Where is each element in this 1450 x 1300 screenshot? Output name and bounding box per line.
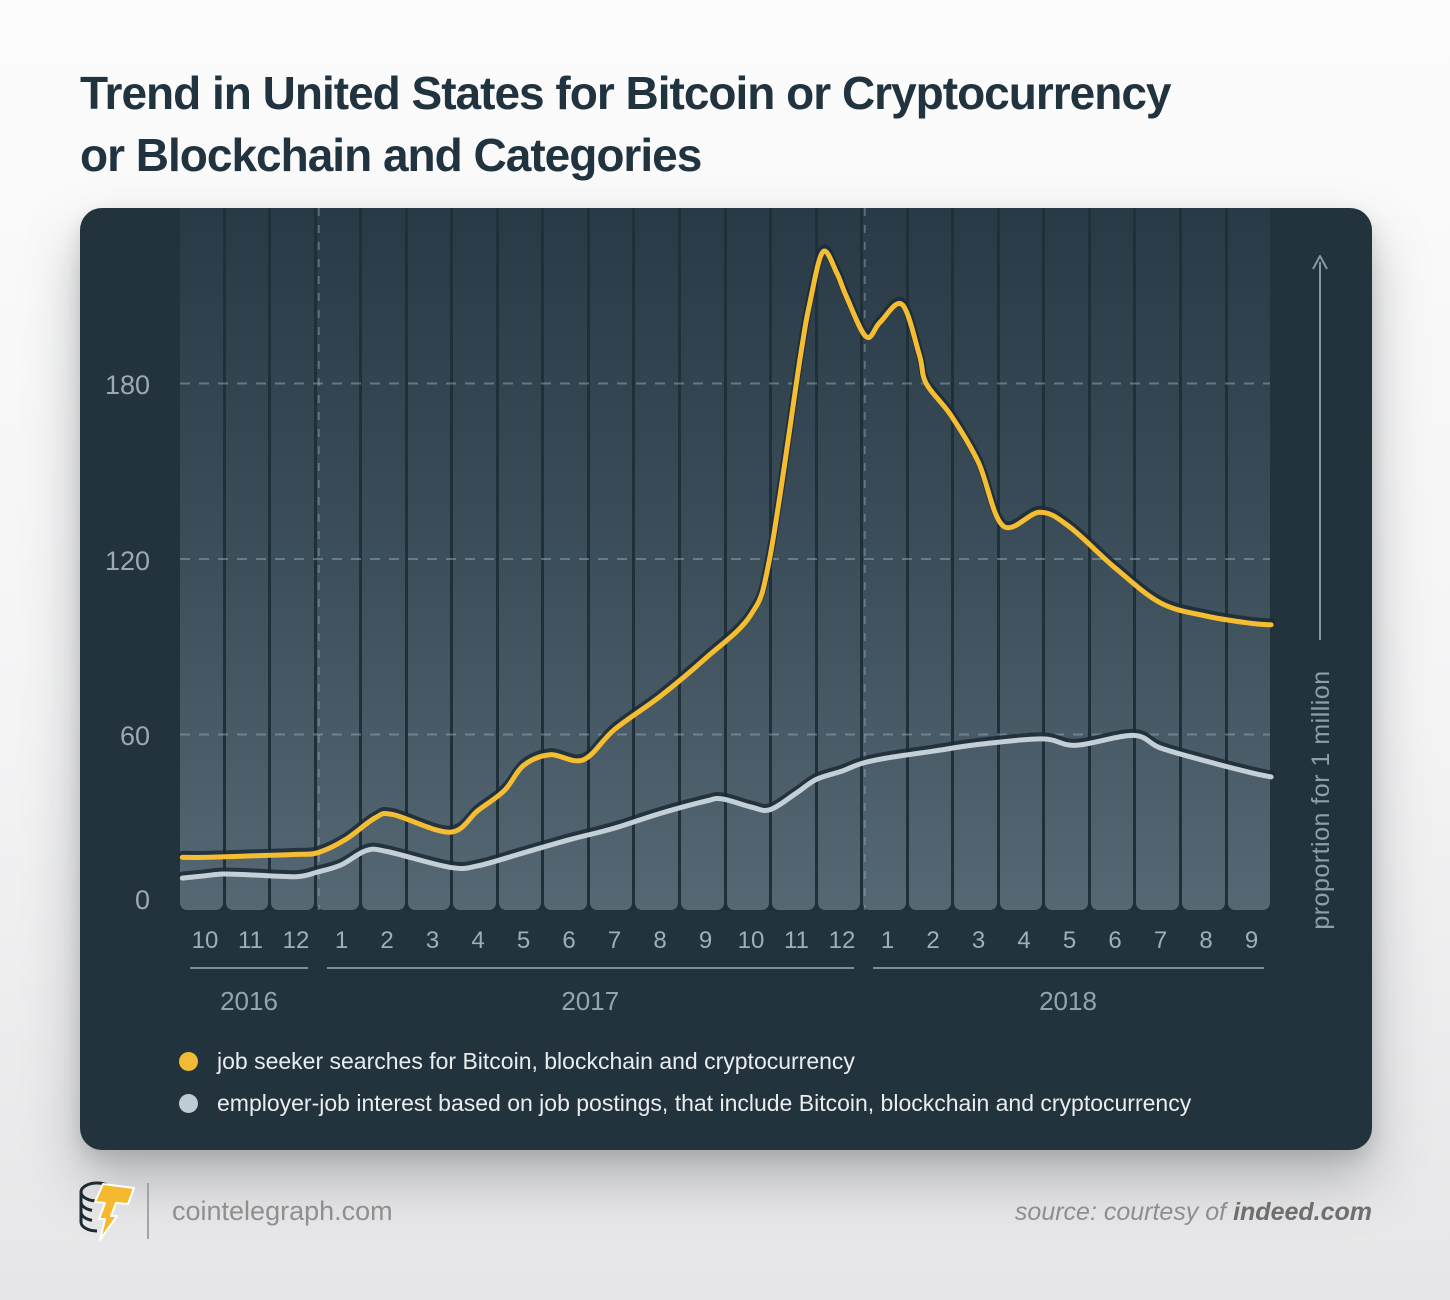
series-line-employer [179,732,1274,881]
x-axis-month-label: 2 [926,927,940,954]
x-axis-month-label: 11 [784,927,809,954]
page-title: Trend in United States for Bitcoin or Cr… [80,62,1340,186]
y-axis-tick: 0 [134,885,150,915]
source-credit-prefix: source: courtesy of [1014,1198,1234,1226]
year-group-line [326,967,854,969]
y-axis-tick: 120 [104,545,150,576]
year-group-line [872,967,1264,969]
series-line-shadow [178,728,1276,880]
x-axis-month-label: 10 [191,927,219,954]
year-group-line [190,967,308,969]
legend-item: employer-job interest based on job posti… [179,1091,1191,1115]
legend-dot [179,1093,198,1113]
x-axis-month-label: 7 [1153,927,1168,954]
x-axis-month-label: 3 [971,927,986,954]
page-title-line1: Trend in United States for Bitcoin or Cr… [80,67,1172,119]
x-axis-month-label: 11 [238,927,263,954]
x-axis-month-label: 12 [828,927,856,954]
up-arrow-icon [1312,255,1328,640]
x-axis-month-label: 8 [1199,927,1213,954]
x-axis-month-label: 4 [471,927,485,954]
cointelegraph-logo-icon [79,1181,135,1241]
page-title-line2: or Blockchain and Categories [80,129,702,181]
site-label: cointelegraph.com [172,1196,393,1226]
legend-dot [179,1051,198,1071]
year-label: 2016 [220,986,278,1016]
x-axis-month-label: 5 [516,927,531,954]
series-line-shadow [178,244,1276,859]
y-axis-tick: 180 [104,370,150,400]
x-axis-month-label: 5 [1062,927,1077,954]
legend-item: job seeker searches for Bitcoin, blockch… [179,1049,855,1073]
x-axis-month-label: 6 [1108,927,1122,954]
x-axis-month-label: 7 [607,927,622,954]
chart-canvas [178,208,1276,910]
y-axis-tick: 60 [119,721,150,751]
year-label: 2018 [1039,986,1097,1016]
y-axis-note: proportion for 1 million [1307,670,1335,930]
source-credit: source: courtesy of indeed.com [1015,1198,1372,1227]
x-axis-month-label: 12 [282,927,310,954]
year-label: 2017 [561,986,620,1016]
x-axis-month-label: 8 [653,927,667,954]
series-line-job-seeker [179,248,1274,860]
x-axis-month-label: 3 [425,927,440,954]
x-axis-month-label: 1 [334,927,349,954]
x-axis-month-label: 9 [1244,927,1259,954]
footer-divider [147,1183,149,1239]
chart-card: proportion for 1 million 180 120 60 0 10 11 12… [80,208,1372,1150]
source-credit-name: indeed.com [1233,1198,1372,1226]
x-axis-month-label: 4 [1017,927,1031,954]
legend-label: job seeker searches for Bitcoin, blockch… [217,1048,855,1074]
x-axis-month-label: 6 [562,927,576,954]
legend-label: employer-job interest based on job posti… [217,1090,1192,1116]
x-axis-month-label: 10 [737,927,765,954]
x-axis-month-label: 9 [698,927,713,954]
x-axis-month-label: 2 [380,927,394,954]
x-axis-month-label: 1 [880,927,895,954]
